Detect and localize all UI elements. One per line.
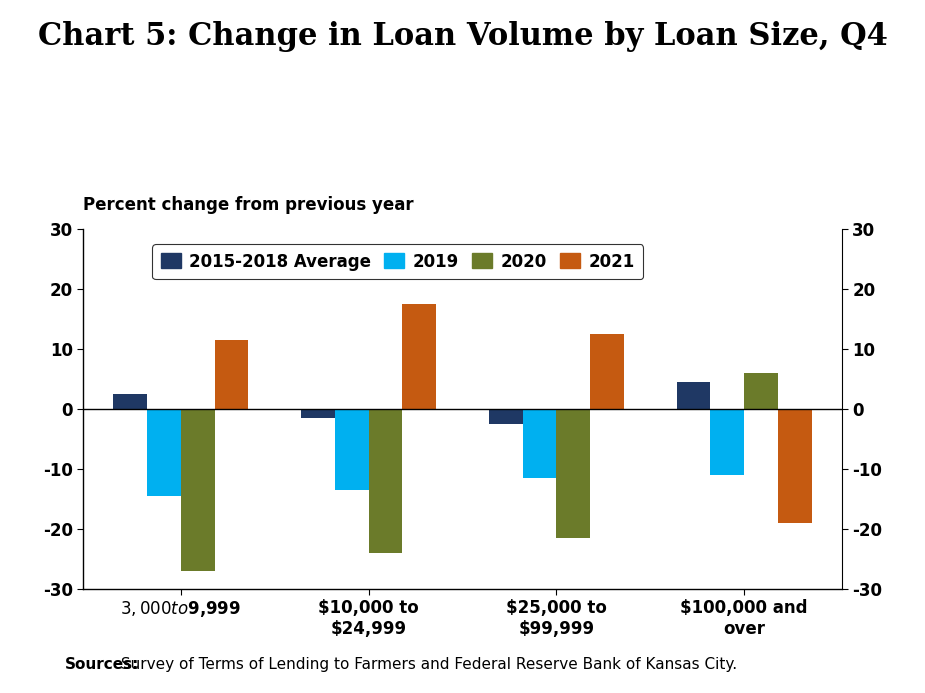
Bar [778, 409, 812, 523]
Text: Sources:: Sources: [65, 657, 139, 672]
Bar [556, 409, 590, 538]
Text: Percent change from previous year: Percent change from previous year [83, 196, 413, 214]
Bar [215, 340, 249, 409]
Bar [590, 334, 624, 409]
Bar [676, 382, 710, 409]
Bar [301, 409, 335, 418]
Text: Survey of Terms of Lending to Farmers and Federal Reserve Bank of Kansas City.: Survey of Terms of Lending to Farmers an… [116, 657, 736, 672]
Bar [402, 304, 437, 409]
Bar [147, 409, 181, 496]
Bar [744, 373, 778, 409]
Bar [113, 394, 147, 409]
Bar [181, 409, 215, 571]
Text: Chart 5: Change in Loan Volume by Loan Size, Q4: Chart 5: Change in Loan Volume by Loan S… [38, 21, 887, 52]
Bar [523, 409, 556, 478]
Bar [710, 409, 744, 475]
Bar [488, 409, 523, 424]
Legend: 2015-2018 Average, 2019, 2020, 2021: 2015-2018 Average, 2019, 2020, 2021 [153, 244, 643, 279]
Bar [369, 409, 402, 553]
Bar [335, 409, 369, 490]
